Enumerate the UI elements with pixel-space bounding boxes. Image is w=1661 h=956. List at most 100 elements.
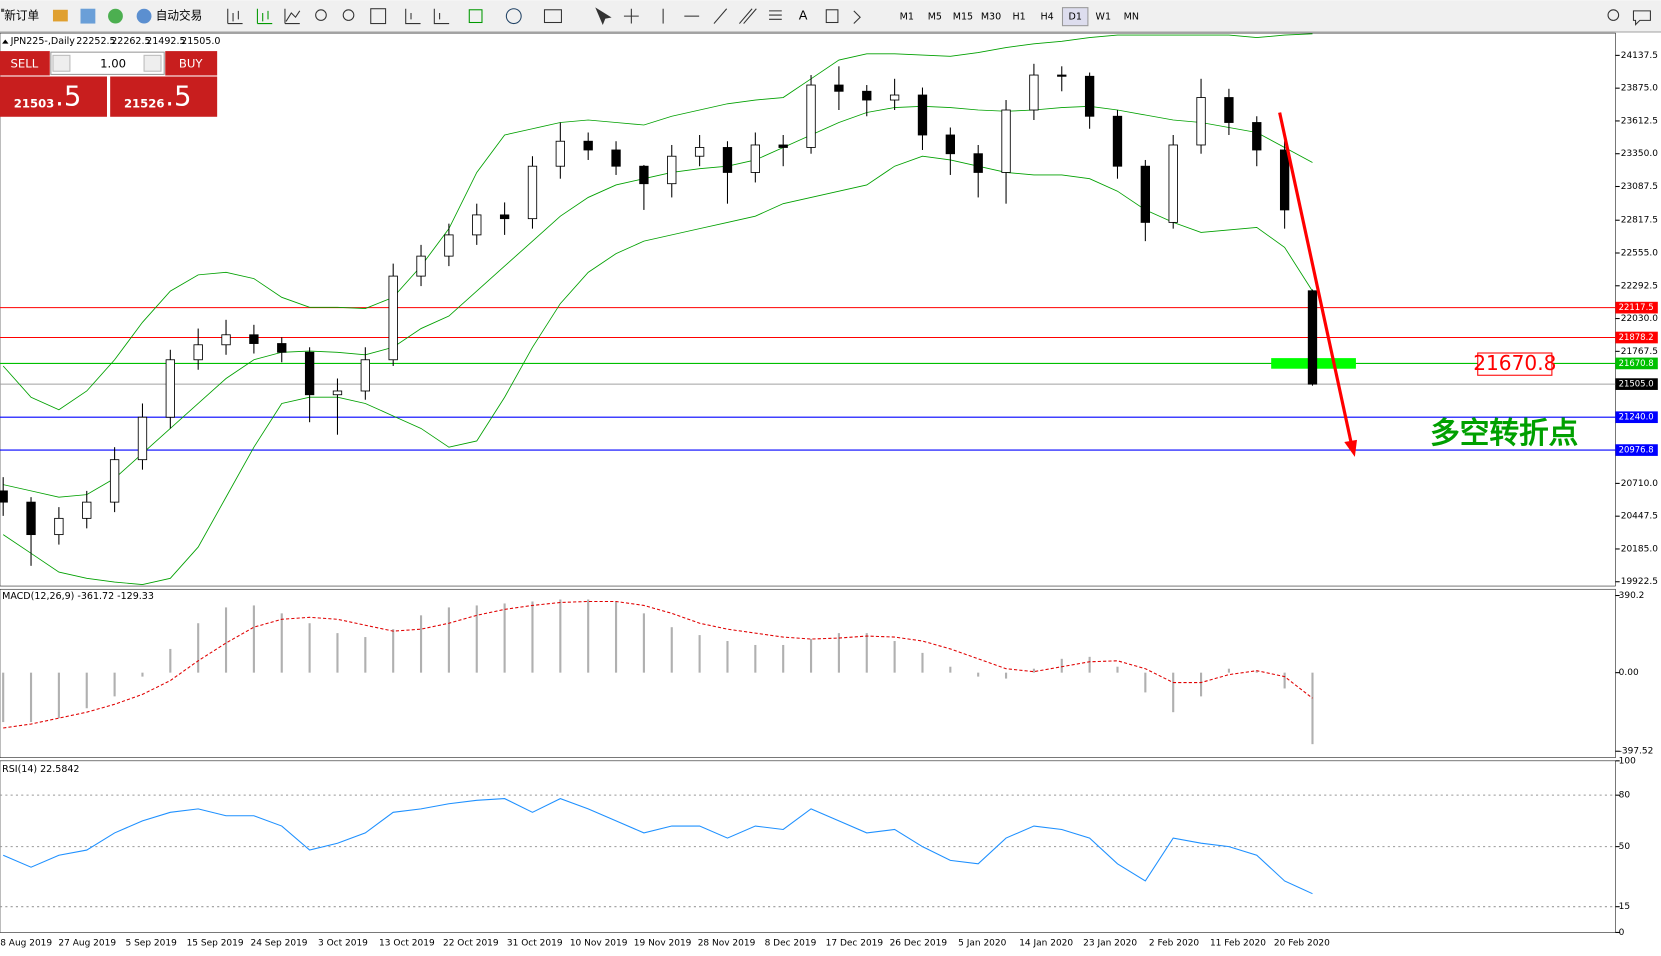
crosshair-icon[interactable] xyxy=(623,8,639,24)
timeframe-button[interactable]: M1 xyxy=(900,12,914,23)
label-icon[interactable] xyxy=(825,9,839,24)
timeframes: M1 M5 M15 M30 H1 H4 D1 W1 MN xyxy=(900,7,1139,27)
sell-price-frac[interactable]: .5 xyxy=(55,81,81,113)
axes: 24137.5 23875.0 23612.5 23350.0 23087.5 22817… xyxy=(0,51,1658,949)
macd-bar xyxy=(392,629,395,673)
icon[interactable] xyxy=(136,8,152,24)
candle-body xyxy=(806,84,816,148)
icon[interactable] xyxy=(80,8,96,24)
collapse-icon[interactable] xyxy=(2,39,9,44)
x-tick-label: 24 Sep 2019 xyxy=(250,939,307,949)
symbol-label: JPN225-,Daily xyxy=(10,36,76,47)
buy-price-frac[interactable]: .5 xyxy=(165,81,191,113)
y-tick-label: 20447.5 xyxy=(1621,512,1658,522)
timeframe-button[interactable]: M5 xyxy=(928,12,942,23)
chat-icon[interactable] xyxy=(1632,10,1651,26)
indicator-icon[interactable] xyxy=(468,9,483,24)
timeframe-button[interactable]: M30 xyxy=(981,12,1001,23)
buy-button[interactable] xyxy=(165,51,218,76)
macd-bar xyxy=(364,637,367,673)
macd-bar xyxy=(113,672,116,697)
y-tick-label: 100 xyxy=(1619,756,1636,766)
timeframe-button[interactable]: W1 xyxy=(1096,12,1111,23)
timeframe-button[interactable]: D1 xyxy=(1069,12,1082,23)
lot-down[interactable] xyxy=(52,54,71,72)
x-tick-label: 28 Nov 2019 xyxy=(698,939,756,949)
tile-icon[interactable] xyxy=(370,8,387,25)
macd-bar xyxy=(1144,672,1147,693)
sell-price-main[interactable]: 21503 xyxy=(14,97,54,111)
channel-icon[interactable] xyxy=(738,8,757,24)
candle-icon[interactable] xyxy=(256,8,273,25)
candle-body xyxy=(1196,97,1206,146)
macd-bar xyxy=(1060,658,1063,673)
lot-value[interactable]: 1.00 xyxy=(100,56,126,70)
cursor-icon[interactable] xyxy=(595,7,612,25)
timeframe-button[interactable]: H1 xyxy=(1012,12,1025,23)
candle-body xyxy=(639,165,649,185)
level-label: 21878.2 xyxy=(1619,332,1654,342)
timeframe-button[interactable]: H4 xyxy=(1041,12,1054,23)
macd-bar xyxy=(1283,672,1286,689)
bar-chart-icon[interactable] xyxy=(227,8,243,25)
active-timeframe[interactable] xyxy=(1061,7,1089,27)
candle-body xyxy=(165,359,175,418)
zoom-in-icon[interactable] xyxy=(315,9,327,21)
line-icon[interactable] xyxy=(284,8,301,25)
level-label: 21505.0 xyxy=(1619,379,1654,389)
candle-body xyxy=(0,490,8,503)
fibo-icon[interactable] xyxy=(769,10,782,20)
ohlc-value: 21492.5 xyxy=(146,36,185,47)
trendline-icon[interactable] xyxy=(713,8,728,24)
shift-icon[interactable] xyxy=(433,8,450,25)
search-icon[interactable] xyxy=(1607,9,1620,21)
candle-body xyxy=(583,140,593,151)
macd-panel xyxy=(0,588,1616,758)
text-tool[interactable]: A xyxy=(799,8,808,23)
lot-up[interactable] xyxy=(143,54,162,72)
sell-label[interactable]: SELL xyxy=(11,56,39,70)
x-tick-label: 2 Feb 2020 xyxy=(1149,939,1200,949)
buy-price-box[interactable] xyxy=(110,76,218,117)
candle-body xyxy=(889,94,900,101)
x-tick-label: 13 Oct 2019 xyxy=(379,939,435,949)
y-tick-label: 0.00 xyxy=(1619,668,1639,678)
macd-bar xyxy=(57,672,60,719)
x-tick-label: 18 Aug 2019 xyxy=(0,939,52,949)
candle-body xyxy=(611,149,621,167)
macd-bar xyxy=(197,623,200,673)
scroll-icon[interactable] xyxy=(405,8,421,25)
candle-body xyxy=(862,90,872,101)
x-tick-label: 31 Oct 2019 xyxy=(507,939,563,949)
y-tick-label: -397.52 xyxy=(1619,747,1654,757)
arrow-icon[interactable] xyxy=(853,10,861,24)
x-tick-label: 11 Feb 2020 xyxy=(1210,939,1266,949)
timeframe-button[interactable]: MN xyxy=(1124,12,1139,23)
buy-label[interactable]: BUY xyxy=(179,56,204,70)
macd-bar xyxy=(921,652,924,673)
x-tick-label: 26 Dec 2019 xyxy=(890,939,948,949)
lot-box[interactable] xyxy=(50,51,165,75)
x-tick-label: 22 Oct 2019 xyxy=(443,939,499,949)
auto-trading-button[interactable]: 自动交易 xyxy=(156,9,203,23)
buy-price-main[interactable]: 21526 xyxy=(124,97,164,111)
level-tag xyxy=(1615,301,1658,314)
turning-point-label: 多空转折点 xyxy=(1430,415,1578,450)
sell-price-box[interactable] xyxy=(0,76,107,117)
macd-bar xyxy=(503,603,506,673)
icon[interactable] xyxy=(52,9,68,22)
macd-bar xyxy=(642,613,645,673)
zoom-out-icon[interactable] xyxy=(342,9,355,21)
icon[interactable] xyxy=(108,8,123,24)
y-tick-label: 23087.5 xyxy=(1621,182,1658,192)
ohlc-value: 22262.5 xyxy=(111,36,150,47)
template-icon[interactable] xyxy=(543,9,562,24)
level-tag xyxy=(1615,378,1658,390)
candle-body xyxy=(694,147,705,157)
period-icon[interactable] xyxy=(505,8,522,25)
new-order-button[interactable]: 新订单 xyxy=(4,9,39,23)
timeframe-button[interactable]: M15 xyxy=(953,12,973,23)
sell-button[interactable] xyxy=(0,51,50,76)
